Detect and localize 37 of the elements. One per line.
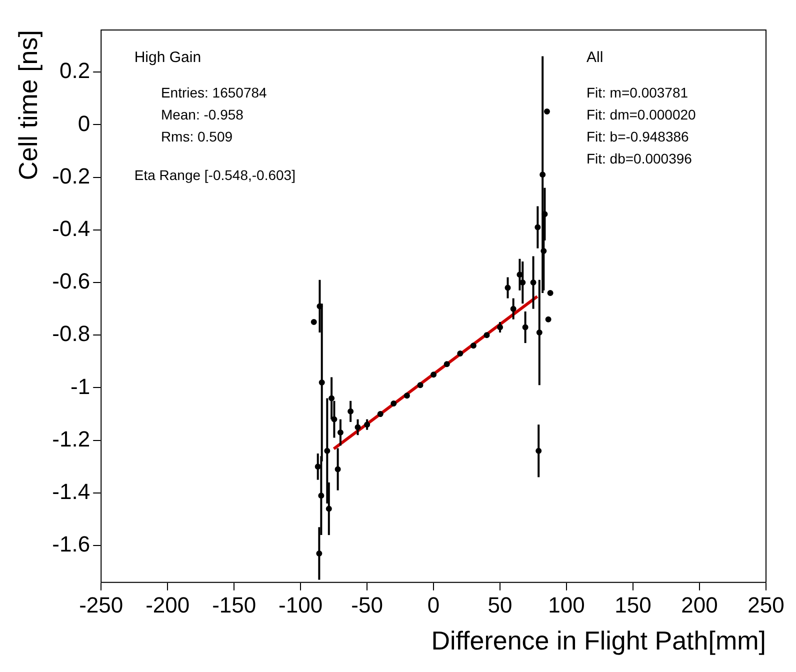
annotation: High Gain — [134, 48, 202, 66]
y-axis-title: Cell time [ns] — [12, 30, 43, 180]
annotation: All — [586, 48, 604, 66]
x-tick-label: 150 — [614, 592, 652, 618]
x-tick-label: 0 — [427, 592, 440, 618]
y-tick-label: -0.6 — [52, 268, 90, 294]
annotation: Fit: dm=0.000020 — [586, 106, 696, 122]
annotation: Fit: m=0.003781 — [586, 84, 688, 100]
x-tick-label: -150 — [212, 592, 256, 618]
x-tick-label: -200 — [146, 592, 190, 618]
point — [547, 290, 554, 296]
annotation: Fit: b=-0.948386 — [586, 128, 690, 145]
annotation: Fit: db=0.000396 — [586, 150, 692, 167]
x-tick-label: -100 — [278, 592, 323, 618]
x-tick-label: 200 — [681, 592, 718, 618]
y-tick-label: -1.6 — [52, 532, 90, 557]
point — [310, 318, 317, 325]
y-tick-label: -1.4 — [52, 479, 90, 504]
x-tick-label: 250 — [748, 592, 784, 618]
y-tick-label: -0.8 — [52, 321, 90, 346]
y-tick-label: -0.2 — [52, 163, 90, 188]
point — [544, 108, 550, 115]
x-tick-label: -250 — [79, 592, 124, 618]
y-tick-label: -0.4 — [52, 216, 90, 241]
x-tick-label: 100 — [548, 592, 585, 618]
x-axis-title: Difference in Flight Path[mm] — [431, 626, 766, 656]
x-tick-label: 50 — [488, 592, 512, 618]
y-tick-label: -1.2 — [52, 426, 90, 452]
point — [545, 316, 552, 322]
annotation: Entries: 1650784 — [160, 84, 268, 100]
y-tick-label: 0 — [78, 110, 90, 136]
x-tick-label: -50 — [351, 592, 383, 618]
annotation: Rms: 0.509 — [160, 128, 233, 145]
annotation: Mean: -0.958 — [160, 106, 244, 122]
annotation: Eta Range [-0.548,-0.603] — [134, 167, 296, 184]
y-tick-label: 0.2 — [60, 58, 90, 84]
y-tick-label: -1 — [70, 374, 90, 399]
